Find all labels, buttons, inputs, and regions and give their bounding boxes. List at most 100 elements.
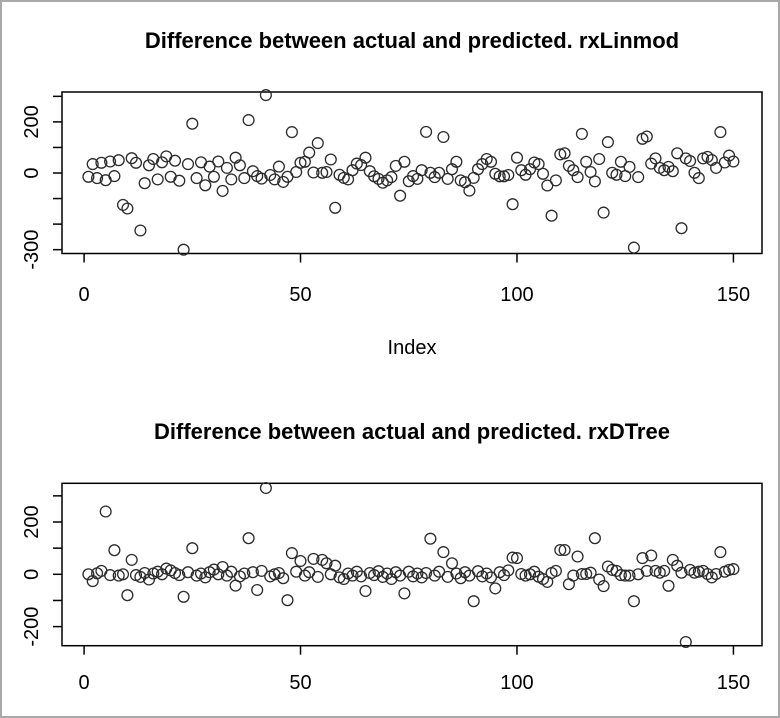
data-point <box>575 567 588 581</box>
data-point <box>311 570 324 583</box>
data-point <box>627 241 640 254</box>
data-point <box>562 159 575 172</box>
data-point <box>116 198 130 211</box>
data-point <box>588 532 601 545</box>
data-point <box>692 565 705 578</box>
data-point <box>606 563 619 576</box>
data-point <box>415 571 428 584</box>
data-point <box>679 635 692 649</box>
x-tick-label: 100 <box>500 284 533 306</box>
data-point <box>242 532 255 545</box>
data-point <box>220 161 233 174</box>
data-point <box>489 582 502 595</box>
data-point <box>480 567 493 580</box>
data-point <box>441 172 454 185</box>
plot1-x-axis-title: Index <box>387 337 437 359</box>
data-point <box>632 568 645 581</box>
data-point <box>584 566 597 579</box>
data-point <box>82 568 95 581</box>
data-point <box>640 130 653 143</box>
y-tick-label: 0 <box>21 167 43 178</box>
data-point <box>307 166 320 179</box>
data-point <box>95 156 108 169</box>
data-point <box>376 570 389 583</box>
data-point <box>112 154 125 167</box>
data-point <box>142 573 156 586</box>
data-point <box>450 155 463 168</box>
data-point <box>129 156 143 169</box>
data-point <box>714 546 727 559</box>
data-point <box>632 171 645 184</box>
data-point <box>675 566 688 579</box>
data-point <box>359 584 372 598</box>
data-point <box>186 117 199 130</box>
data-point <box>259 89 272 102</box>
data-point <box>173 569 186 582</box>
data-point <box>385 572 398 586</box>
data-point <box>701 567 714 581</box>
data-point <box>454 572 467 585</box>
data-point <box>662 579 675 592</box>
data-point <box>272 160 285 173</box>
data-point <box>329 559 342 572</box>
data-point <box>385 171 398 184</box>
data-point <box>723 563 736 576</box>
data-point <box>441 570 454 583</box>
data-point <box>532 158 545 171</box>
data-point <box>545 209 558 222</box>
data-point <box>281 594 294 607</box>
plot-box <box>61 482 763 647</box>
data-point <box>389 566 402 579</box>
data-point <box>580 155 593 168</box>
data-point <box>558 147 571 160</box>
data-point <box>320 165 333 179</box>
data-point <box>277 572 290 585</box>
data-point <box>484 571 498 584</box>
data-point <box>601 136 614 149</box>
data-point <box>593 573 606 586</box>
data-point <box>82 170 95 183</box>
data-point <box>311 137 324 150</box>
data-point <box>671 559 684 572</box>
data-point <box>316 553 329 566</box>
y-tick-label: 0 <box>21 569 43 580</box>
data-point <box>645 549 658 562</box>
data-point <box>138 177 151 190</box>
data-point <box>259 481 272 495</box>
data-point <box>99 505 112 518</box>
data-point <box>571 550 584 563</box>
x-tick-label: 100 <box>500 672 533 694</box>
data-point <box>285 126 298 139</box>
data-point <box>190 172 203 185</box>
data-point <box>506 551 519 564</box>
data-point <box>554 148 567 161</box>
y-tick-label: 200 <box>21 105 43 138</box>
data-point <box>658 564 671 577</box>
data-point <box>549 564 562 577</box>
x-tick-label: 50 <box>289 284 311 306</box>
data-point <box>320 557 333 570</box>
y-tick-label: 200 <box>21 505 43 538</box>
data-point <box>619 569 632 582</box>
data-point <box>398 155 411 168</box>
data-point <box>610 168 623 181</box>
data-point <box>368 569 381 582</box>
data-point <box>359 151 372 164</box>
data-point <box>212 155 225 168</box>
data-point <box>134 224 147 237</box>
x-tick-label: 150 <box>717 284 750 306</box>
data-point <box>303 146 316 159</box>
data-point <box>294 554 307 568</box>
data-point <box>424 166 437 179</box>
data-point <box>467 595 480 608</box>
data-point <box>666 165 679 178</box>
data-point <box>329 201 342 214</box>
x-tick-label: 50 <box>289 672 311 694</box>
data-point <box>233 159 246 172</box>
data-point <box>355 570 368 583</box>
data-point <box>298 569 311 582</box>
data-point <box>588 175 601 188</box>
data-point <box>536 167 550 180</box>
data-point <box>104 155 117 168</box>
data-point <box>147 152 160 166</box>
